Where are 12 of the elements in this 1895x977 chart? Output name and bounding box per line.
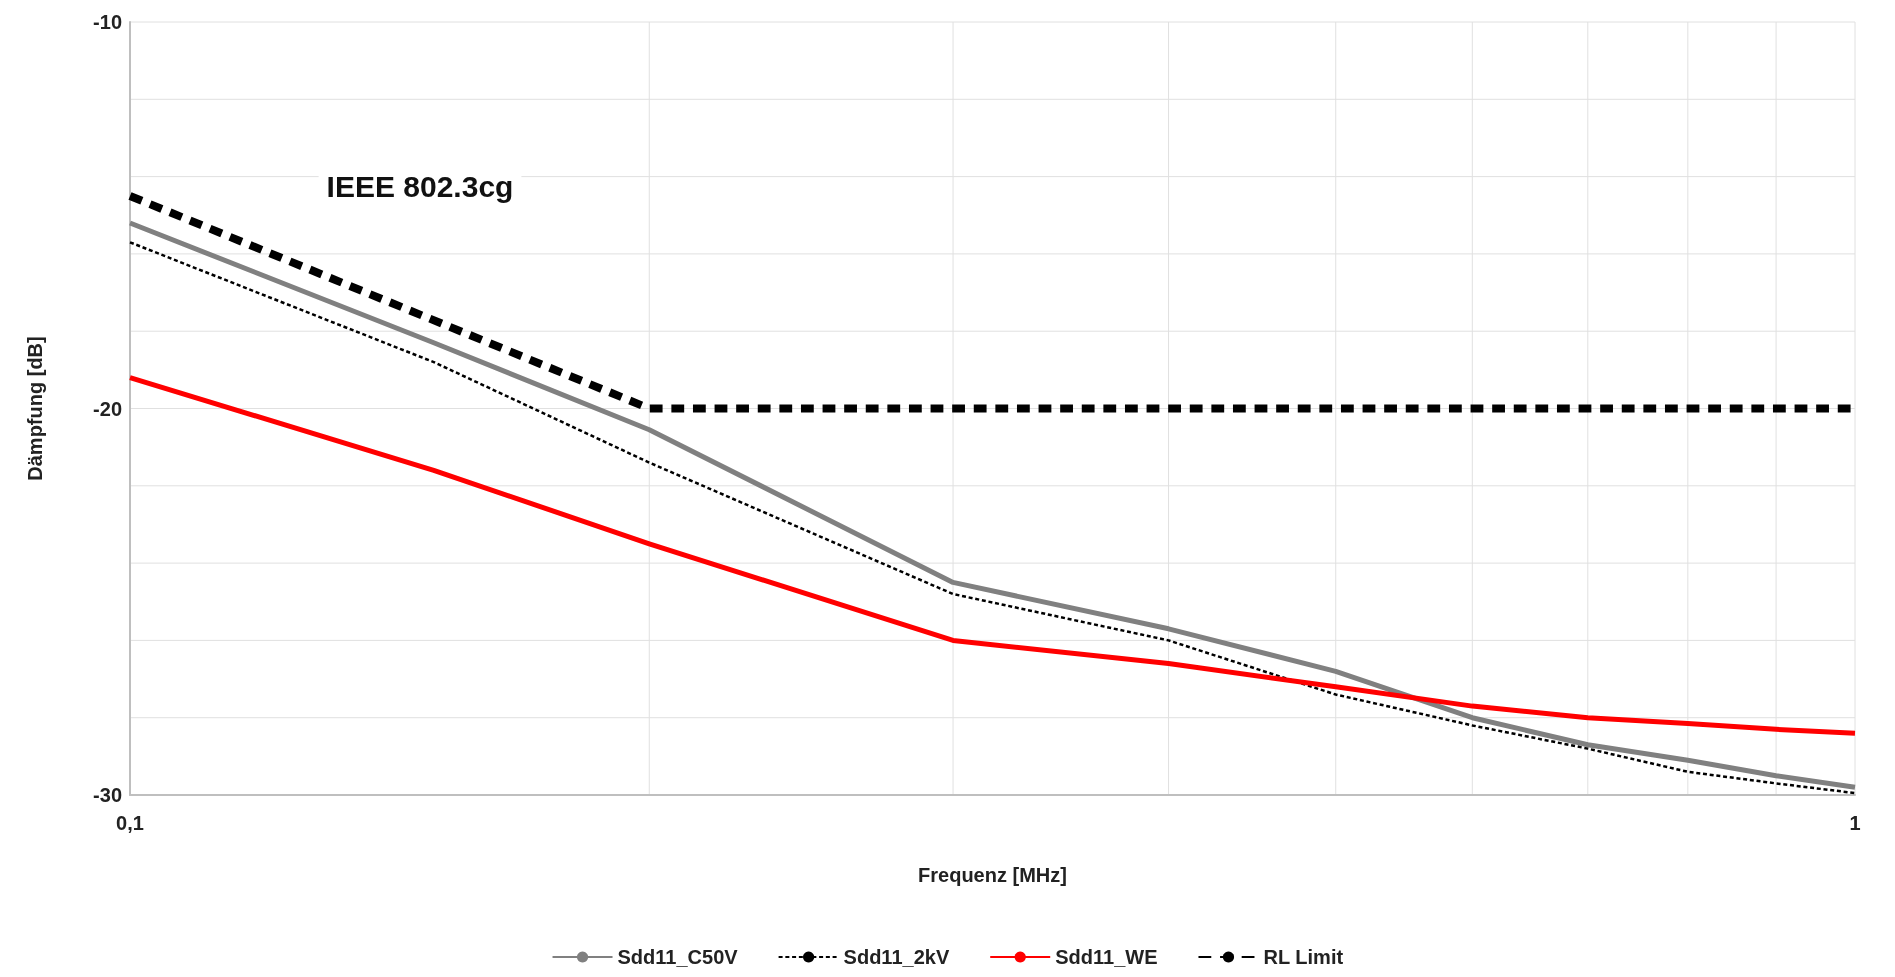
legend-label: Sdd11_2kV [843, 946, 950, 968]
annotation: IEEE 802.3cg [326, 169, 514, 203]
y-tick-label: -20 [93, 397, 122, 420]
legend-label: Sdd11_WE [1055, 946, 1158, 968]
legend-label: Sdd11_C50V [617, 946, 739, 968]
y-tick-label: -30 [93, 784, 122, 806]
x-tick-label: 1 [1849, 812, 1861, 834]
y-axis-title: Dämpfung [dB] [24, 336, 46, 481]
legend-label: RL Limit [1263, 946, 1344, 968]
x-tick-label: 0,1 [116, 812, 144, 834]
x-axis-title: Frequenz [MHz] [918, 864, 1067, 886]
y-tick-label: -10 [93, 11, 122, 33]
